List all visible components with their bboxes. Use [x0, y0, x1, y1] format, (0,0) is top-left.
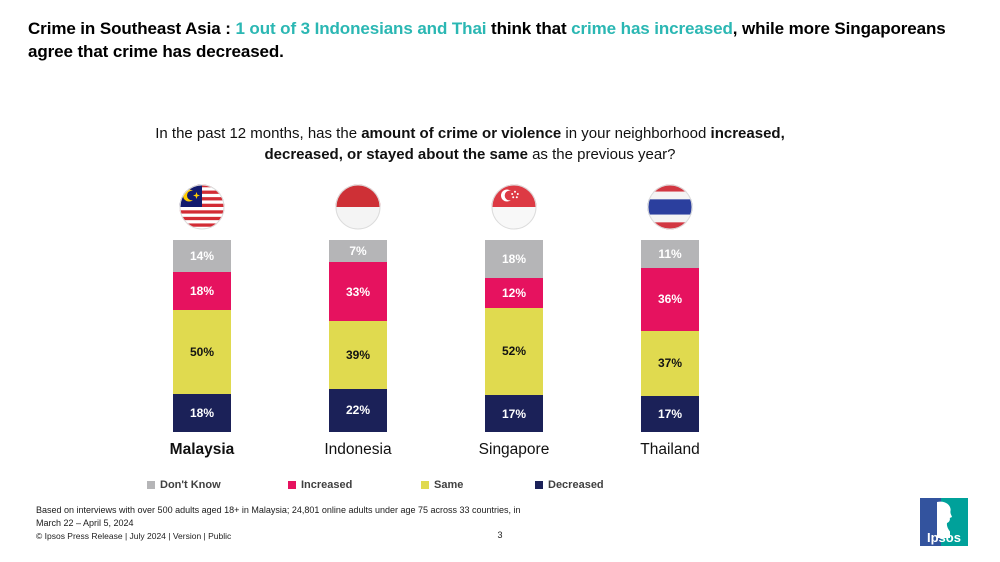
singapore-flag-icon [491, 184, 537, 230]
legend-swatch [421, 481, 429, 489]
malaysia-flag-icon [179, 184, 225, 230]
question-text: In the past 12 months, has the [155, 125, 362, 142]
bar-singapore: 18% 12% 52% 17% [485, 240, 543, 433]
bar-segment-same: 52% [485, 307, 543, 396]
ipsos-logo-text: Ipsos [927, 530, 961, 545]
bar-segment-value: 33% [345, 284, 371, 299]
bar-segment-value: 52% [501, 344, 527, 359]
page-number: 3 [497, 530, 503, 540]
bar-segment-increased: 36% [641, 267, 699, 332]
chart-column-malaysia: 14% 18% 50% 18% Malaysia [142, 184, 262, 459]
legend-item-decreased: Decreased [535, 479, 604, 491]
bar-segment-decreased: 22% [329, 388, 387, 432]
question-bold-2: increased, decreased, or stayed about th… [264, 125, 785, 163]
bar-segment-value: 7% [349, 243, 367, 258]
title-text: think that [486, 19, 572, 38]
bar-segment-value: 17% [657, 406, 683, 421]
country-label: Singapore [478, 441, 550, 458]
bar-segment-same: 50% [173, 310, 231, 395]
legend-swatch [147, 481, 155, 489]
bar-segment-don-t-know: 7% [329, 240, 387, 262]
country-label: Indonesia [324, 441, 392, 458]
source-footnote: Based on interviews with over 500 adults… [36, 505, 521, 528]
bar-segment-don-t-know: 14% [173, 240, 231, 273]
bar-segment-value: 36% [657, 292, 683, 307]
legend-label: Don't Know [160, 479, 221, 491]
title-highlight-1: 1 out of 3 Indonesians and Thai [235, 19, 487, 38]
bar-segment-decreased: 18% [173, 394, 231, 432]
page-title: Crime in Southeast Asia : 1 out of 3 Ind… [28, 17, 976, 63]
country-label: Thailand [640, 441, 700, 458]
bar-segment-don-t-know: 18% [485, 240, 543, 279]
bar-segment-value: 39% [345, 347, 371, 362]
bar-segment-value: 11% [658, 246, 682, 261]
bar-segment-don-t-know: 11% [641, 240, 699, 268]
title-text: , while more Singaporeans agree that cri… [28, 19, 946, 61]
title-highlight-2: crime has increased [571, 19, 733, 38]
bar-segment-value: 50% [189, 345, 215, 360]
bar-segment-value: 18% [501, 252, 527, 267]
bar-malaysia: 14% 18% 50% 18% [173, 240, 231, 432]
bar-thailand: 11% 36% 37% 17% [641, 240, 699, 432]
legend-swatch [288, 481, 296, 489]
bar-segment-value: 18% [189, 284, 215, 299]
legend-item-increased: Increased [288, 479, 352, 491]
bar-indonesia: 7% 33% 39% 22% [329, 240, 387, 432]
legend-item-dont-know: Don't Know [147, 479, 221, 491]
legend-item-same: Same [421, 479, 463, 491]
bar-segment-increased: 33% [329, 261, 387, 322]
indonesia-flag-icon [335, 184, 381, 230]
legend-label: Decreased [548, 479, 604, 491]
question-text: as the previous year? [527, 146, 676, 163]
bar-segment-increased: 18% [173, 272, 231, 311]
thailand-flag-icon [647, 184, 693, 230]
country-label: Malaysia [169, 441, 235, 458]
bar-segment-value: 22% [345, 403, 371, 418]
legend-swatch [535, 481, 543, 489]
bar-segment-decreased: 17% [485, 395, 543, 433]
bar-segment-value: 18% [189, 406, 215, 421]
bar-segment-value: 37% [657, 356, 683, 371]
bar-segment-decreased: 17% [641, 395, 699, 432]
chart-column-thailand: 11% 36% 37% 17% Thailand [610, 184, 730, 459]
bar-segment-same: 39% [329, 321, 387, 389]
legend-label: Increased [301, 479, 353, 491]
question-text: in your neighborhood [561, 125, 711, 142]
copyright-line: © Ipsos Press Release | July 2024 | Vers… [36, 531, 232, 541]
bar-segment-increased: 12% [485, 278, 543, 308]
ipsos-profile-silhouette [937, 501, 952, 538]
chart-column-indonesia: 7% 33% 39% 22% Indonesia [298, 184, 418, 459]
question-bold-1: amount of crime or violence [361, 125, 562, 142]
bar-segment-value: 14% [189, 249, 215, 264]
bar-segment-value: 12% [501, 285, 527, 300]
legend-label: Same [434, 479, 464, 491]
bar-segment-value: 17% [501, 406, 527, 421]
bar-segment-same: 37% [641, 331, 699, 396]
chart-column-singapore: 18% 12% 52% 17% Singapore [454, 184, 574, 459]
survey-question: In the past 12 months, has the amount of… [150, 123, 790, 165]
ipsos-logo: Ipsos [920, 498, 968, 546]
title-text: Crime in Southeast Asia : [28, 19, 236, 38]
